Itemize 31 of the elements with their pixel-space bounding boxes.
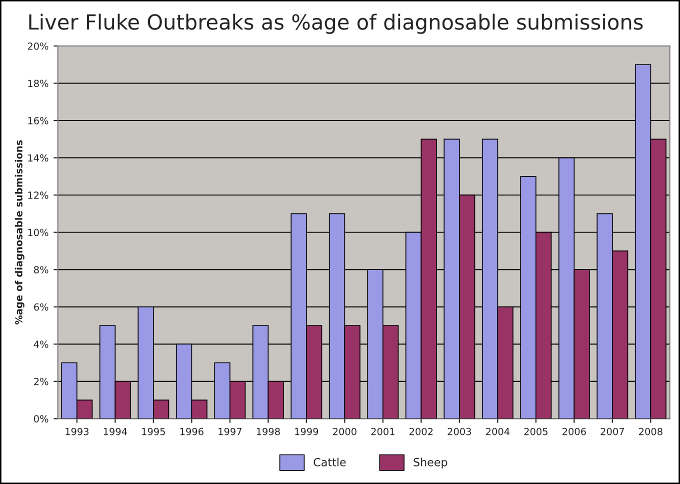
x-tick-label: 1999	[295, 428, 318, 436]
x-tick-label: 2006	[562, 428, 586, 436]
x-tick-label: 2007	[600, 428, 624, 436]
y-tick-label: 20%	[28, 42, 48, 50]
x-tick-label: 1995	[142, 428, 165, 436]
x-tick-label: 2000	[333, 428, 356, 436]
x-tick-label: 2002	[410, 428, 433, 436]
y-tick-label: 8%	[34, 266, 48, 274]
x-tick-label: 1993	[66, 428, 89, 436]
x-tick-label: 2004	[486, 428, 510, 436]
y-tick-label: 18%	[28, 80, 48, 88]
x-tick-label: 2008	[639, 428, 662, 436]
x-tick-label: 1997	[218, 428, 242, 436]
y-tick-label: 2%	[34, 378, 48, 386]
legend-label: Cattle	[314, 458, 346, 466]
x-tick-label: 1994	[104, 428, 127, 436]
x-tick-label: 1998	[256, 428, 280, 436]
x-tick-label: 2005	[524, 428, 548, 436]
chart-title: Liver Fluke Outbreaks as %age of diagnosable submissions	[29, 14, 643, 34]
y-tick-label: 4%	[34, 340, 48, 348]
y-tick-label: 12%	[28, 192, 48, 199]
x-tick-label: 1996	[180, 428, 204, 436]
y-tick-label: 0%	[34, 415, 48, 422]
legend-label: Sheep	[414, 458, 448, 469]
x-tick-label: 2003	[448, 428, 472, 436]
y-axis-title: %age of diagnosable submissions	[14, 140, 24, 324]
y-tick-label: 10%	[28, 228, 48, 236]
y-tick-label: 16%	[28, 116, 48, 124]
y-tick-label: 6%	[34, 303, 48, 311]
y-tick-label: 14%	[28, 154, 48, 162]
x-tick-label: 2001	[371, 428, 394, 436]
